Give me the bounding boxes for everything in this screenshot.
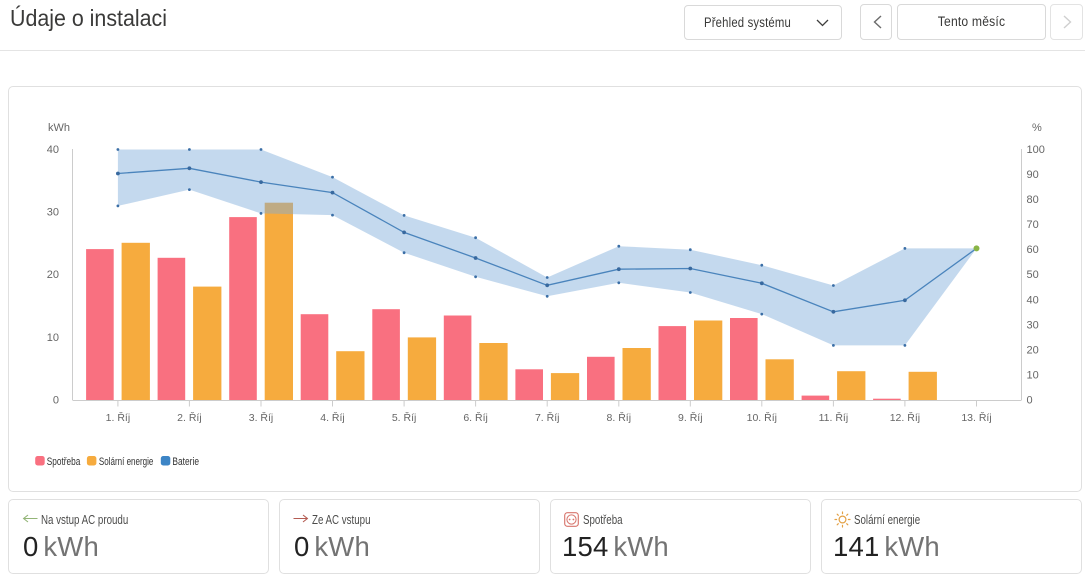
svg-text:70: 70 xyxy=(1027,219,1039,231)
svg-text:%: % xyxy=(1032,122,1042,134)
svg-text:40: 40 xyxy=(47,144,59,156)
svg-text:Solární energie: Solární energie xyxy=(99,456,153,468)
svg-text:7. Říj: 7. Říj xyxy=(535,411,560,424)
svg-text:60: 60 xyxy=(1027,244,1039,256)
svg-text:40: 40 xyxy=(1027,294,1039,306)
svg-text:kWh: kWh xyxy=(48,122,70,134)
svg-text:5. Říj: 5. Říj xyxy=(392,411,417,424)
svg-text:4. Říj: 4. Říj xyxy=(320,411,345,424)
svg-text:12. Říj: 12. Říj xyxy=(890,411,920,424)
svg-text:20: 20 xyxy=(1027,344,1039,356)
svg-text:20: 20 xyxy=(47,269,59,281)
svg-text:30: 30 xyxy=(1027,319,1039,331)
svg-text:50: 50 xyxy=(1027,269,1039,281)
svg-text:80: 80 xyxy=(1027,194,1039,206)
svg-text:90: 90 xyxy=(1027,169,1039,181)
svg-text:6. Říj: 6. Říj xyxy=(463,411,488,424)
svg-text:2. Říj: 2. Říj xyxy=(177,411,202,424)
svg-text:8. Říj: 8. Říj xyxy=(607,411,632,424)
svg-text:Baterie: Baterie xyxy=(172,456,199,468)
svg-text:10: 10 xyxy=(1027,369,1039,381)
svg-text:0: 0 xyxy=(1027,395,1033,407)
svg-text:13. Říj: 13. Říj xyxy=(961,411,991,424)
svg-text:3. Říj: 3. Říj xyxy=(249,411,274,424)
svg-text:0: 0 xyxy=(53,395,59,407)
svg-text:9. Říj: 9. Říj xyxy=(678,411,703,424)
svg-text:1. Říj: 1. Říj xyxy=(106,411,131,424)
svg-text:Spotřeba: Spotřeba xyxy=(47,456,81,468)
svg-text:10. Říj: 10. Říj xyxy=(747,411,777,424)
svg-text:100: 100 xyxy=(1027,144,1045,156)
svg-text:10: 10 xyxy=(47,332,59,344)
svg-text:11. Říj: 11. Říj xyxy=(819,411,849,424)
svg-text:30: 30 xyxy=(47,207,59,219)
